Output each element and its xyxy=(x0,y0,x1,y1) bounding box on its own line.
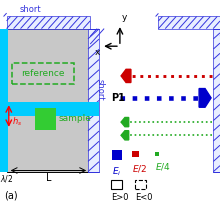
Bar xyxy=(135,180,146,189)
Text: $E/4$: $E/4$ xyxy=(155,161,171,172)
Text: E>0: E>0 xyxy=(111,192,129,202)
Text: short: short xyxy=(20,6,42,14)
Text: P1: P1 xyxy=(111,93,125,103)
Bar xyxy=(158,16,220,29)
Bar xyxy=(112,150,122,160)
Text: reference: reference xyxy=(21,69,65,78)
Text: short: short xyxy=(96,79,104,101)
Bar xyxy=(7,29,90,172)
Text: L: L xyxy=(46,173,51,183)
Bar xyxy=(12,63,74,84)
Bar xyxy=(88,29,99,172)
Text: (a): (a) xyxy=(4,190,18,200)
Bar xyxy=(213,29,220,172)
Bar xyxy=(132,151,139,157)
FancyArrow shape xyxy=(121,117,129,127)
Bar xyxy=(155,152,159,156)
Text: $E_i$: $E_i$ xyxy=(112,165,122,178)
Bar xyxy=(0,29,8,172)
FancyArrow shape xyxy=(199,88,211,107)
FancyArrow shape xyxy=(121,69,131,82)
Text: $E/2$: $E/2$ xyxy=(132,163,147,174)
Text: x: x xyxy=(94,48,100,57)
Text: E<0: E<0 xyxy=(135,192,153,202)
Text: y: y xyxy=(122,13,127,22)
Text: $h_s$: $h_s$ xyxy=(12,116,22,128)
Bar xyxy=(35,108,56,130)
FancyArrow shape xyxy=(121,131,129,140)
Text: $\lambda$/2: $\lambda$/2 xyxy=(0,173,13,184)
Text: sample: sample xyxy=(58,114,91,123)
Bar xyxy=(111,180,122,189)
Bar xyxy=(0,102,99,116)
Bar xyxy=(7,16,90,29)
